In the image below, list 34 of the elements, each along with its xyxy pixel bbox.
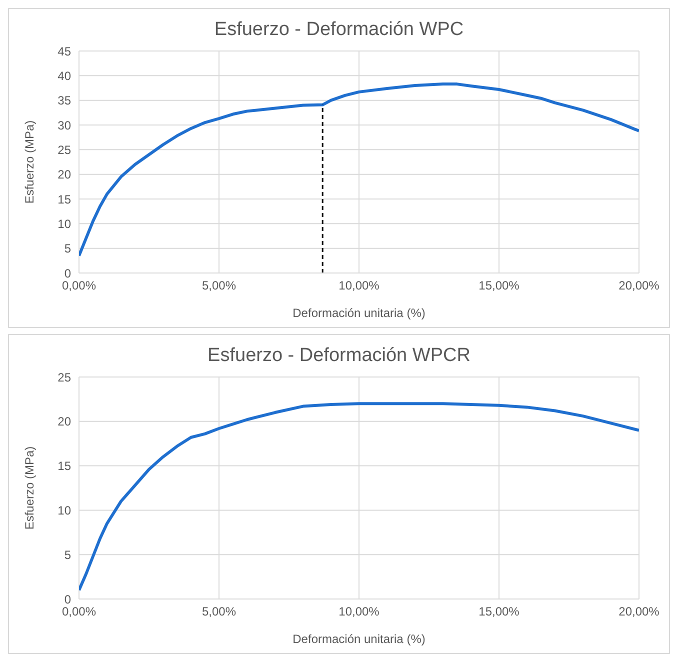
y-tick-label: 15 xyxy=(58,192,72,206)
line-series xyxy=(79,82,639,258)
chart-title: Esfuerzo - Deformación WPC xyxy=(213,18,465,41)
y-tick-label: 35 xyxy=(58,94,72,108)
y-tick-label: 40 xyxy=(58,68,72,83)
x-tick-label: 0,00% xyxy=(62,278,96,293)
x-tick-label: 20,00% xyxy=(618,278,660,293)
x-tick-label: 10,00% xyxy=(338,604,380,619)
x-tick-label: 0,00% xyxy=(62,604,96,619)
y-tick-label: 30 xyxy=(58,118,72,132)
y-tick-label: 25 xyxy=(58,142,72,157)
y-tick-label: 20 xyxy=(58,414,72,429)
y-axis-title: Esfuerzo (MPa) xyxy=(22,446,36,530)
y-tick-label: 5 xyxy=(64,242,72,256)
x-tick-label: 15,00% xyxy=(478,604,520,619)
x-tick-label: 20,00% xyxy=(618,604,660,619)
x-axis-title: Deformación unitaria (%) xyxy=(292,632,426,646)
y-axis-title: Esfuerzo (MPa) xyxy=(22,120,36,204)
x-axis-title: Deformación unitaria (%) xyxy=(292,306,426,320)
y-tick-label: 10 xyxy=(58,216,72,231)
x-tick-label: 5,00% xyxy=(202,278,236,293)
y-tick-label: 15 xyxy=(58,459,72,474)
y-tick-label: 5 xyxy=(64,548,72,562)
y-tick-label: 45 xyxy=(58,44,72,58)
line-series xyxy=(79,402,639,592)
x-tick-label: 10,00% xyxy=(338,278,380,293)
x-tick-label: 5,00% xyxy=(202,604,236,619)
y-tick-label: 25 xyxy=(58,370,72,384)
y-tick-label: 20 xyxy=(58,168,72,182)
y-tick-label: 0 xyxy=(64,266,72,280)
y-tick-label: 0 xyxy=(64,592,72,606)
y-tick-label: 10 xyxy=(58,503,72,518)
x-tick-label: 15,00% xyxy=(478,278,520,293)
chart-title: Esfuerzo - Deformación WPCR xyxy=(206,344,472,367)
